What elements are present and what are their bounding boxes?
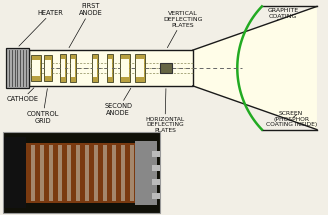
Bar	[45, 60, 51, 76]
Text: HEATER: HEATER	[19, 10, 64, 46]
Bar	[26, 143, 135, 203]
Bar	[58, 146, 62, 201]
Bar	[121, 59, 129, 77]
Bar	[121, 146, 125, 201]
Bar	[31, 146, 35, 201]
Bar	[61, 59, 65, 77]
Bar	[71, 59, 74, 77]
Bar	[152, 165, 160, 171]
Bar	[120, 54, 130, 82]
Bar	[4, 137, 26, 208]
Bar	[32, 60, 40, 76]
Bar	[76, 146, 80, 201]
Bar	[67, 146, 71, 201]
Bar	[3, 132, 160, 213]
Bar	[92, 54, 98, 82]
Text: SCREEN
(PHOSPHOR
COATING INSIDE): SCREEN (PHOSPHOR COATING INSIDE)	[265, 111, 317, 127]
Bar	[70, 54, 75, 82]
Text: CATHODE: CATHODE	[7, 88, 39, 102]
Text: VERTICAL
DEFLECTING
PLATES: VERTICAL DEFLECTING PLATES	[163, 11, 203, 48]
Bar	[130, 146, 134, 201]
Bar	[135, 141, 157, 205]
Bar	[107, 54, 113, 82]
Bar	[44, 55, 52, 81]
Bar	[49, 146, 53, 201]
Text: FIRST
ANODE: FIRST ANODE	[69, 3, 102, 48]
Bar	[152, 179, 160, 185]
Bar	[152, 193, 160, 199]
Bar	[103, 146, 107, 201]
Bar	[135, 54, 145, 82]
Bar	[31, 55, 41, 81]
Bar	[6, 48, 29, 88]
Text: CONTROL
GRID: CONTROL GRID	[27, 89, 59, 124]
Bar	[112, 146, 116, 201]
Bar	[93, 59, 97, 77]
Bar	[160, 63, 172, 73]
Bar	[40, 146, 44, 201]
Bar	[29, 50, 193, 86]
Bar	[60, 54, 66, 82]
Text: HORIZONTAL
DEFLECTING
PLATES: HORIZONTAL DEFLECTING PLATES	[145, 89, 185, 133]
Bar	[108, 59, 113, 77]
Polygon shape	[193, 6, 317, 130]
Bar	[160, 63, 172, 73]
Bar	[85, 146, 89, 201]
Bar	[152, 151, 160, 157]
Text: GRAPHITE
COATING: GRAPHITE COATING	[268, 8, 299, 20]
Bar	[94, 146, 98, 201]
Text: SECOND
ANODE: SECOND ANODE	[104, 88, 132, 116]
Bar	[136, 59, 144, 77]
